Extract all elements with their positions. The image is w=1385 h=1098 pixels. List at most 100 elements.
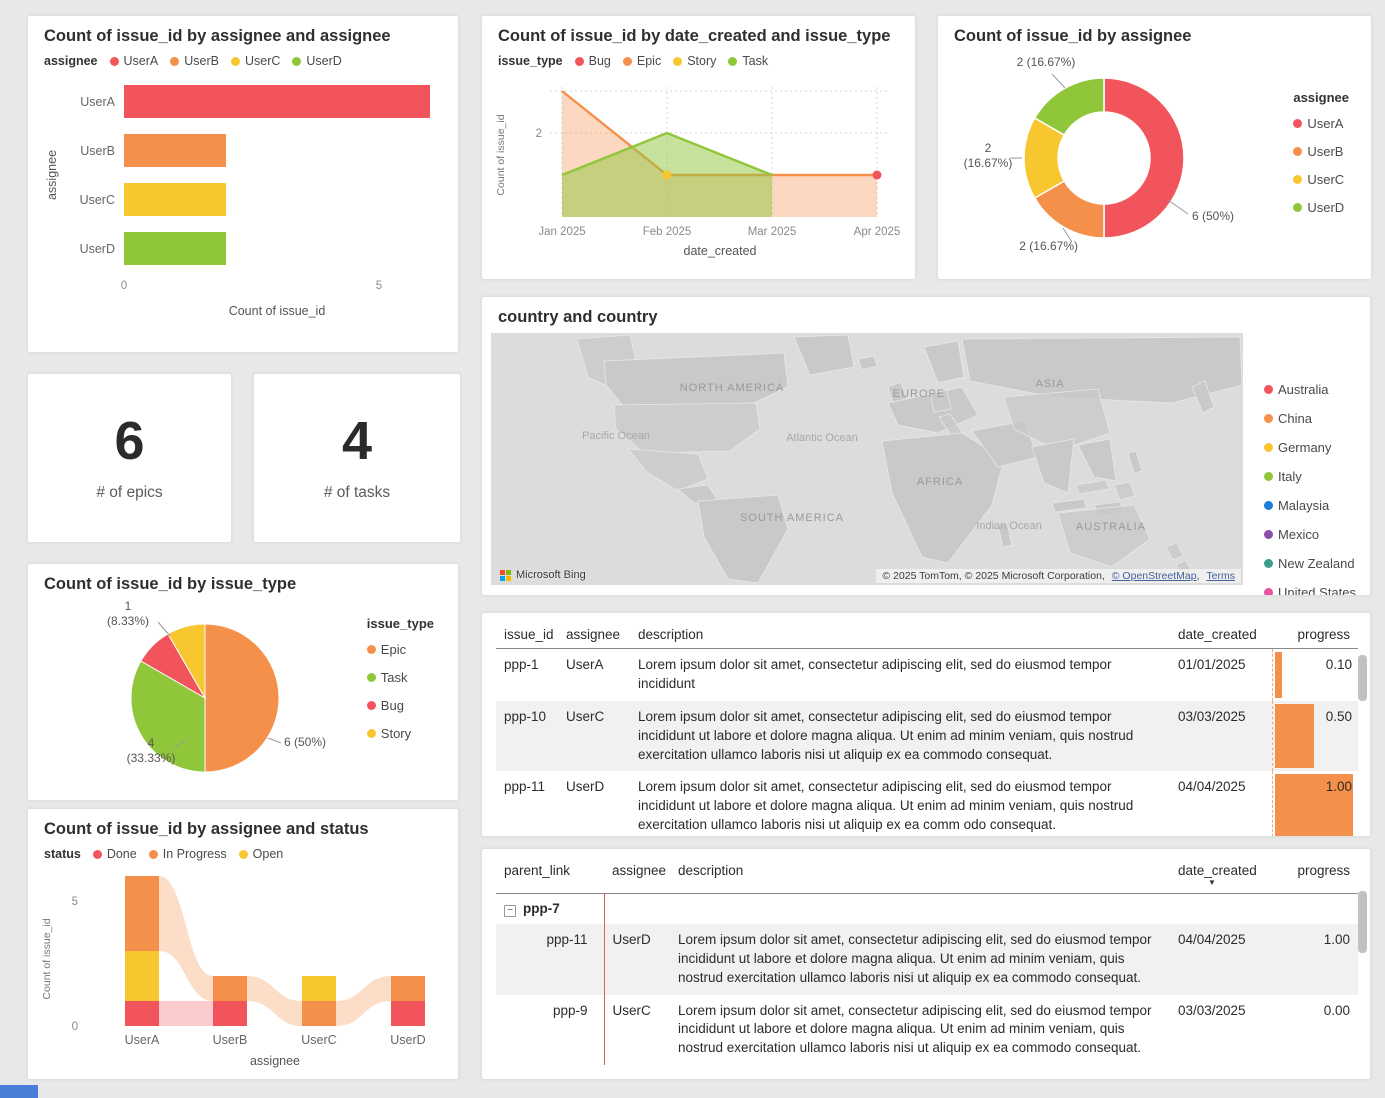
- ribbon-segment-Open[interactable]: [125, 951, 159, 1001]
- legend-item-new-zealand[interactable]: New Zealand: [1263, 556, 1356, 571]
- legend-item-usera[interactable]: UserA: [109, 54, 158, 68]
- column-header-progress[interactable]: progress: [1278, 855, 1358, 894]
- legend: issue_type Epic Task Bug Story: [366, 616, 434, 747]
- legend-item-china[interactable]: China: [1263, 411, 1356, 426]
- donut-slice-UserA[interactable]: [1103, 77, 1185, 239]
- table-row-ppp-1[interactable]: ppp-1 UserA Lorem ipsum dolor sit amet, co…: [496, 648, 1358, 701]
- matrix-row-ppp-9[interactable]: ppp-9 UserC Lorem ipsum dolor sit amet, co…: [496, 994, 1358, 1066]
- leader-line: [267, 737, 282, 744]
- landmass-africa: [881, 432, 1005, 564]
- ribbon-band-In Progress[interactable]: [336, 976, 391, 1026]
- landmass-south-america: [697, 494, 789, 584]
- point-Bug[interactable]: [872, 170, 882, 180]
- bar-UserD[interactable]: [124, 232, 226, 265]
- pie-slice-Task[interactable]: [130, 660, 206, 773]
- legend-item-done[interactable]: Done: [92, 847, 137, 861]
- axis-label: 0: [72, 1021, 78, 1033]
- column-header-description[interactable]: description: [630, 619, 1170, 649]
- legend-item-in-progress[interactable]: In Progress: [148, 847, 227, 861]
- donut-chart: 6 (50%) 2 (16.67%) 2 (16.67%) 2 (16.67%): [964, 55, 1234, 253]
- country-united-states[interactable]: [613, 402, 761, 454]
- ribbon-segment-Done[interactable]: [125, 1001, 159, 1026]
- scrollbar-thumb[interactable]: [1358, 891, 1367, 953]
- axis-label: UserC: [301, 1033, 336, 1047]
- scrollbar[interactable]: [1358, 655, 1367, 828]
- ribbon-band-In Progress[interactable]: [247, 976, 302, 1026]
- donut-slice-UserD[interactable]: [1033, 77, 1105, 137]
- point-Story[interactable]: [662, 170, 672, 180]
- country-malaysia[interactable]: [1075, 479, 1110, 495]
- column-header-description[interactable]: description: [670, 855, 1170, 894]
- map-canvas[interactable]: NORTH AMERICA EUROPE ASIA AFRICA SOUTH AMERI…: [491, 333, 1243, 585]
- scrollbar-thumb[interactable]: [1358, 655, 1367, 701]
- legend-item-userc[interactable]: UserC: [230, 54, 280, 68]
- column-header-parent_link[interactable]: parent_link: [496, 855, 604, 894]
- bar-UserC[interactable]: [124, 183, 226, 216]
- legend-label: UserC: [1307, 171, 1345, 187]
- ribbon-segment-In Progress[interactable]: [213, 976, 247, 1001]
- country-new-zealand-north[interactable]: [1165, 542, 1184, 561]
- country-germany[interactable]: [929, 389, 952, 413]
- legend-item-malaysia[interactable]: Malaysia: [1263, 498, 1356, 513]
- legend-label: New Zealand: [1277, 556, 1355, 571]
- legend-item-germany[interactable]: Germany: [1263, 440, 1356, 455]
- ribbon-segment-In Progress[interactable]: [391, 976, 425, 1001]
- legend-item-task[interactable]: Task: [728, 54, 768, 68]
- ribbon-segment-Done[interactable]: [213, 1001, 247, 1026]
- column-header-assignee[interactable]: assignee: [558, 619, 630, 649]
- terms-link[interactable]: Terms: [1206, 570, 1235, 582]
- bar-UserB[interactable]: [124, 134, 226, 167]
- pie-slice-Story[interactable]: [167, 623, 206, 700]
- legend-item-bug[interactable]: Bug: [366, 698, 434, 713]
- column-header-date_created[interactable]: date_created ▼: [1170, 855, 1278, 894]
- column-header-date_created[interactable]: date_created: [1170, 619, 1272, 649]
- legend-item-open[interactable]: Open: [238, 847, 283, 861]
- ribbon-band-Done[interactable]: [159, 1001, 213, 1026]
- legend-label: Done: [106, 847, 137, 861]
- cell-empty: [1278, 894, 1358, 924]
- matrix-group-row-ppp-7[interactable]: − ppp-7: [496, 893, 1358, 924]
- legend-item-united-states[interactable]: United States: [1263, 585, 1356, 595]
- legend-item-userb[interactable]: UserB: [1293, 144, 1349, 159]
- openstreetmap-link[interactable]: © OpenStreetMap: [1111, 570, 1197, 582]
- legend-item-epic[interactable]: Epic: [366, 642, 434, 657]
- bar-UserA[interactable]: [124, 85, 430, 118]
- data-label: 2 (16.67%): [1019, 239, 1078, 253]
- axis-label: Count of issue_id: [229, 304, 326, 318]
- legend-item-story[interactable]: Story: [366, 726, 434, 741]
- legend-item-bug[interactable]: Bug: [574, 54, 611, 68]
- matrix-row-ppp-11[interactable]: ppp-11 UserD Lorem ipsum dolor sit amet, c…: [496, 923, 1358, 995]
- ribbon-segment-In Progress[interactable]: [125, 876, 159, 951]
- legend-item-mexico[interactable]: Mexico: [1263, 527, 1356, 542]
- legend-item-task[interactable]: Task: [366, 670, 434, 685]
- scrollbar[interactable]: [1358, 891, 1367, 1071]
- column-header-progress[interactable]: progress: [1272, 619, 1358, 649]
- table-row-ppp-11[interactable]: ppp-11 UserD Lorem ipsum dolor sit amet, c…: [496, 771, 1358, 836]
- country-australia[interactable]: [1057, 504, 1151, 568]
- country-malaysia-borneo[interactable]: [1113, 481, 1136, 501]
- legend-item-userd[interactable]: UserD: [1293, 200, 1349, 215]
- legend-item-userd[interactable]: UserD: [292, 54, 342, 68]
- legend-item-userb[interactable]: UserB: [170, 54, 219, 68]
- ribbon-band-In Progress[interactable]: [159, 876, 213, 1001]
- legend-item-usera[interactable]: UserA: [1293, 116, 1349, 131]
- country-china[interactable]: [1003, 388, 1111, 452]
- legend-item-australia[interactable]: Australia: [1263, 382, 1356, 397]
- legend-swatch-icon: [1263, 414, 1273, 423]
- country-mexico[interactable]: [627, 448, 709, 492]
- line-Task[interactable]: [561, 131, 773, 177]
- ribbon-segment-Done[interactable]: [391, 1001, 425, 1026]
- legend-item-story[interactable]: Story: [673, 54, 716, 68]
- cell-date_created: 04/04/2025: [1170, 923, 1278, 995]
- ribbon-segment-Open[interactable]: [302, 976, 336, 1001]
- column-header-issue_id[interactable]: issue_id: [496, 619, 558, 649]
- collapse-toggle-icon[interactable]: −: [504, 905, 516, 917]
- column-header-assignee[interactable]: assignee: [604, 855, 670, 894]
- legend-item-epic[interactable]: Epic: [622, 54, 661, 68]
- legend-item-italy[interactable]: Italy: [1263, 469, 1356, 484]
- table-row-ppp-10[interactable]: ppp-10 UserC Lorem ipsum dolor sit amet, c…: [496, 700, 1358, 772]
- ribbon-segment-In Progress[interactable]: [302, 1001, 336, 1026]
- progress-value: 0.50: [1325, 708, 1352, 724]
- pie-slice-Epic[interactable]: [204, 623, 280, 773]
- legend-item-userc[interactable]: UserC: [1293, 172, 1349, 187]
